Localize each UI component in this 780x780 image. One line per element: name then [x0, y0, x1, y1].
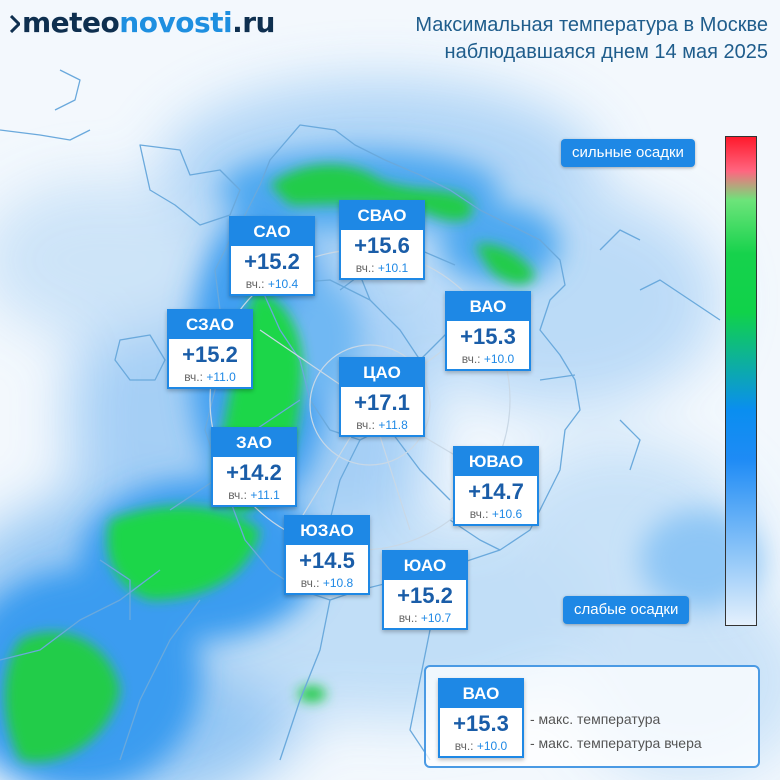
district-temp: +14.7: [468, 479, 524, 504]
district-name: САО: [231, 218, 313, 246]
district-temp: +15.6: [354, 233, 410, 258]
district-temp: +14.5: [299, 548, 355, 573]
logo-part-domain: .ru: [232, 6, 275, 39]
prev-value: +11.8: [378, 418, 408, 432]
map-title: Максимальная температура в Москве наблюд…: [415, 12, 768, 66]
prev-prefix: вч.:: [454, 739, 474, 753]
district-temp: +15.3: [460, 324, 516, 349]
district-name: ЮВАО: [455, 448, 537, 476]
logo: meteonovosti.ru: [10, 6, 275, 39]
chevron-logo-icon: [10, 15, 20, 33]
district-temp: +15.2: [397, 583, 453, 608]
district-name: ЗАО: [213, 429, 295, 457]
prev-prefix: вч.:: [461, 352, 481, 366]
legend-example-name: ВАО: [440, 680, 522, 708]
scale-label-heavy: сильные осадки: [561, 139, 695, 167]
legend-example-temp: +15.3: [453, 711, 509, 736]
prev-prefix: вч.:: [356, 418, 375, 432]
title-line-2: наблюдавшаяся днем 14 мая 2025: [444, 41, 768, 63]
district-temp: +14.2: [226, 460, 282, 485]
logo-part-novosti: novosti: [119, 6, 233, 39]
district-prev: вч.: +11.0: [169, 369, 251, 387]
prev-prefix: вч.:: [469, 507, 489, 521]
district-name: ЦАО: [341, 359, 423, 387]
district-prev: вч.: +11.8: [341, 417, 423, 435]
district-card-vao: ВАО +15.3 вч.: +10.0: [445, 291, 531, 371]
prev-prefix: вч.:: [355, 261, 375, 275]
district-prev: вч.: +10.0: [447, 351, 529, 369]
precipitation-scale-bar: [725, 136, 757, 626]
prev-prefix: вч.:: [228, 488, 247, 502]
prev-value: +10.0: [476, 739, 508, 753]
prev-prefix: вч.:: [245, 277, 265, 291]
prev-prefix: вч.:: [184, 370, 203, 384]
district-temp: +15.2: [244, 249, 300, 274]
district-prev: вч.: +10.1: [341, 260, 423, 278]
prev-prefix: вч.:: [300, 576, 320, 590]
district-card-cao: ЦАО +17.1 вч.: +11.8: [339, 357, 425, 437]
prev-value: +10.0: [483, 352, 515, 366]
scale-label-light: слабые осадки: [563, 596, 690, 624]
legend-example-prev: вч.: +10.0: [440, 738, 522, 756]
district-prev: вч.: +11.1: [213, 487, 295, 505]
district-card-zao: ЗАО +14.2 вч.: +11.1: [211, 427, 297, 507]
prev-value: +10.7: [420, 611, 452, 625]
district-temp: +17.1: [354, 390, 410, 415]
district-name: СВАО: [341, 202, 423, 230]
district-card-szao: СЗАО +15.2 вч.: +11.0: [167, 309, 253, 389]
district-temp: +15.2: [182, 342, 238, 367]
district-card-yuao: ЮАО +15.2 вч.: +10.7: [382, 550, 468, 630]
prev-value: +11.0: [206, 370, 236, 384]
legend-prev-label: - макс. температура вчера: [530, 735, 702, 751]
prev-value: +10.8: [322, 576, 354, 590]
legend-example-card: ВАО +15.3 вч.: +10.0: [438, 678, 524, 758]
district-name: ЮАО: [384, 552, 466, 580]
title-line-1: Максимальная температура в Москве: [415, 14, 768, 36]
prev-value: +11.1: [250, 488, 280, 502]
district-card-yuzao: ЮЗАО +14.5 вч.: +10.8: [284, 515, 370, 595]
prev-value: +10.4: [267, 277, 299, 291]
district-prev: вч.: +10.7: [384, 610, 466, 628]
legend-max-label: - макс. температура: [530, 711, 661, 727]
prev-prefix: вч.:: [398, 611, 418, 625]
district-name: ВАО: [447, 293, 529, 321]
prev-value: +10.6: [491, 507, 523, 521]
prev-value: +10.1: [377, 261, 409, 275]
district-prev: вч.: +10.6: [455, 506, 537, 524]
district-prev: вч.: +10.4: [231, 276, 313, 294]
district-card-sao: САО +15.2 вч.: +10.4: [229, 216, 315, 296]
district-card-svao: СВАО +15.6 вч.: +10.1: [339, 200, 425, 280]
district-name: СЗАО: [169, 311, 251, 339]
district-prev: вч.: +10.8: [286, 575, 368, 593]
district-name: ЮЗАО: [286, 517, 368, 545]
logo-part-meteo: meteo: [22, 6, 120, 39]
district-card-yuvao: ЮВАО +14.7 вч.: +10.6: [453, 446, 539, 526]
